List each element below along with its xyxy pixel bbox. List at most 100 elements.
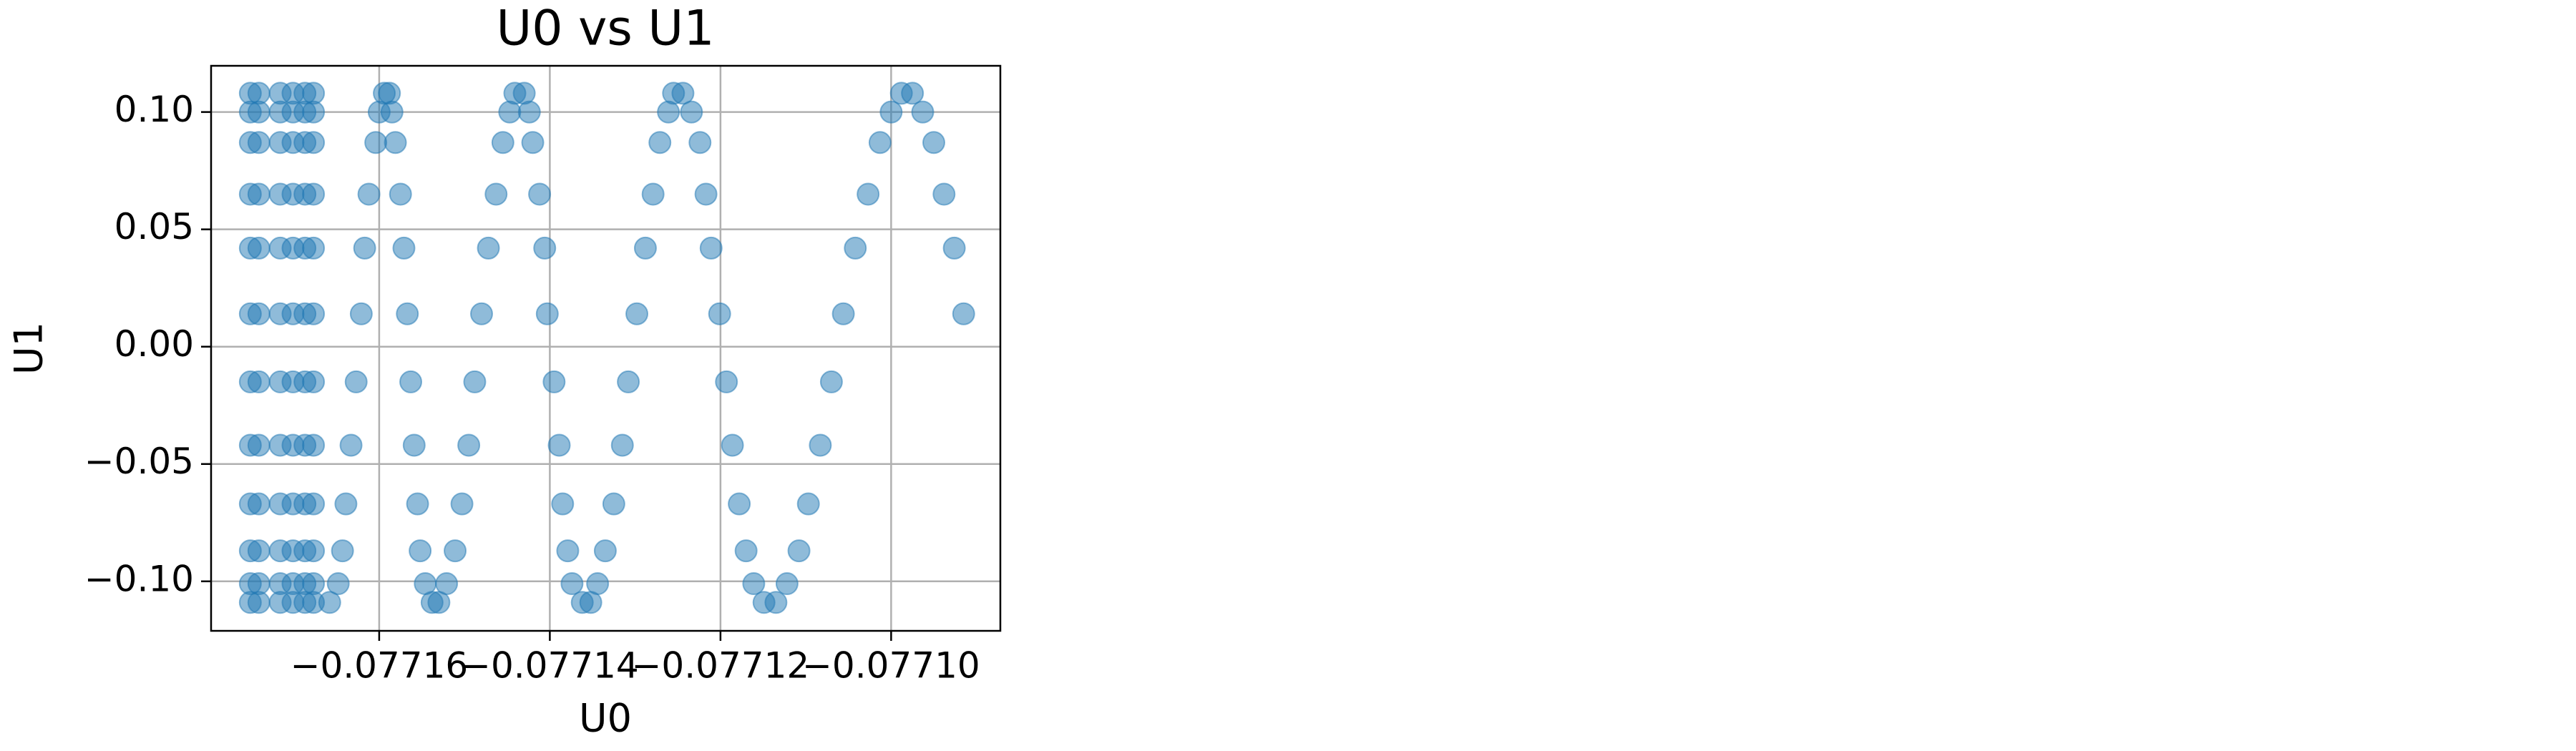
point — [542, 370, 566, 393]
point — [344, 370, 368, 393]
point — [879, 100, 903, 124]
point — [688, 131, 712, 154]
point — [512, 82, 536, 105]
point — [357, 182, 381, 206]
point — [528, 182, 552, 206]
point — [331, 539, 354, 563]
point — [470, 302, 494, 325]
point — [389, 182, 412, 206]
point — [463, 370, 487, 393]
point — [247, 302, 270, 325]
point — [764, 591, 788, 614]
point — [680, 100, 703, 124]
point — [457, 433, 481, 457]
point — [302, 433, 326, 457]
y-tick-label: 0.00 — [114, 323, 194, 365]
point — [556, 539, 580, 563]
point — [911, 100, 935, 124]
point — [491, 131, 514, 154]
point — [932, 182, 956, 206]
point — [396, 302, 419, 325]
point — [602, 492, 625, 516]
point — [787, 539, 811, 563]
point — [699, 236, 723, 260]
point — [247, 370, 270, 393]
point — [715, 370, 738, 393]
y-tick-label: 0.10 — [114, 89, 194, 130]
y-tick-label: −0.05 — [84, 441, 194, 482]
point — [384, 131, 407, 154]
point — [593, 539, 617, 563]
point — [302, 182, 326, 206]
point — [302, 492, 326, 516]
point — [450, 492, 474, 516]
point — [857, 182, 880, 206]
point — [742, 572, 766, 596]
point — [641, 182, 665, 206]
point — [399, 370, 423, 393]
point — [796, 492, 820, 516]
point — [302, 131, 326, 154]
point — [533, 236, 557, 260]
plot-frame — [210, 64, 1002, 632]
y-tick-label: −0.10 — [84, 558, 194, 599]
y-axis-label: U1 — [6, 322, 52, 375]
point — [247, 433, 270, 457]
point — [427, 591, 451, 614]
x-axis-label: U0 — [579, 696, 632, 741]
point — [302, 370, 326, 393]
point — [247, 100, 270, 124]
point — [339, 433, 363, 457]
point — [409, 539, 432, 563]
point — [247, 182, 270, 206]
point — [657, 100, 680, 124]
point — [819, 370, 843, 393]
point — [728, 492, 751, 516]
point — [521, 131, 545, 154]
x-tick-label: −0.07712 — [632, 645, 810, 687]
point — [535, 302, 559, 325]
point — [392, 236, 416, 260]
point — [247, 236, 270, 260]
point — [625, 302, 649, 325]
point — [694, 182, 718, 206]
point — [353, 236, 376, 260]
point — [551, 492, 575, 516]
point — [734, 539, 758, 563]
point — [579, 591, 602, 614]
point — [610, 433, 634, 457]
point — [326, 572, 350, 596]
point — [721, 433, 744, 457]
point — [708, 302, 731, 325]
point — [402, 433, 426, 457]
point — [952, 302, 975, 325]
point — [334, 492, 358, 516]
point — [844, 236, 867, 260]
point — [318, 591, 341, 614]
x-tick-label: −0.07716 — [291, 645, 469, 687]
point — [547, 433, 571, 457]
point — [364, 131, 388, 154]
point — [302, 100, 326, 124]
point — [247, 539, 270, 563]
point — [922, 131, 945, 154]
point — [498, 100, 522, 124]
point — [617, 370, 640, 393]
y-tick-label: 0.05 — [114, 206, 194, 247]
point — [868, 131, 892, 154]
point — [633, 236, 657, 260]
point — [901, 82, 924, 105]
point — [809, 433, 832, 457]
point — [380, 100, 404, 124]
point — [302, 236, 326, 260]
point — [302, 302, 326, 325]
point — [484, 182, 508, 206]
point — [517, 100, 541, 124]
point — [444, 539, 467, 563]
point — [671, 82, 695, 105]
x-tick-label: −0.07714 — [461, 645, 639, 687]
point — [560, 572, 584, 596]
point — [247, 591, 270, 614]
